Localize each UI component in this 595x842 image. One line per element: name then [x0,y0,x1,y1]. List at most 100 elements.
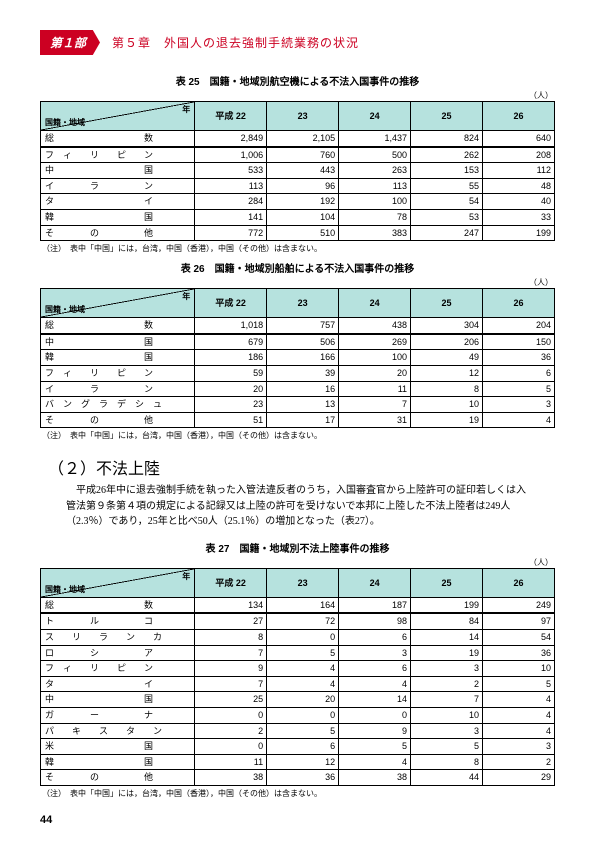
table-27-row-3-col-1: 5 [267,645,339,661]
table-27-row-5-col-3: 2 [411,676,483,692]
table-26-row-0-col-1: 757 [267,318,339,334]
table-26-row-3-col-0: 59 [195,365,267,381]
table-25-row-2-col-4: 112 [483,163,555,179]
table-26-row-6-col-3: 19 [411,412,483,428]
table-25-row-4-col-2: 100 [339,194,411,210]
table-26-row-0-label: 総 数 [41,318,195,334]
table-27-row-0-col-3: 199 [411,597,483,613]
table-27-row-9-label: 米 国 [41,739,195,755]
table-27-row-7-col-3: 10 [411,707,483,723]
table-25-row-4-col-4: 40 [483,194,555,210]
table-27-row-0-col-0: 134 [195,597,267,613]
table-25-row-4-col-3: 54 [411,194,483,210]
table-25-row-5-label: 韓 国 [41,209,195,225]
table-25-row-1-col-0: 1,006 [195,147,267,163]
table-27-row-6-col-1: 20 [267,692,339,708]
table-26-year-1: 23 [267,289,339,318]
table-25-row-3-col-0: 113 [195,178,267,194]
table-27-row-6-col-2: 14 [339,692,411,708]
table-27-row-8-col-4: 4 [483,723,555,739]
table-26-row-4-col-1: 16 [267,381,339,397]
table-25-note: （注） 表中「中国」には，台湾，中国（香港），中国（その他）は含まない。 [42,243,555,254]
table-25-row-2-col-3: 153 [411,163,483,179]
table-27-row-4-col-1: 4 [267,661,339,677]
table-26-row-4-label: イ ラ ン [41,381,195,397]
table-25-row-4-label: タ イ [41,194,195,210]
table-row: フ ィ リ ピ ン946310 [41,661,555,677]
table-26-row-5-label: バ ン グ ラ デ シ ュ [41,397,195,413]
table-26-row-2-col-1: 166 [267,350,339,366]
table-row: フ ィ リ ピ ン593920126 [41,365,555,381]
table-row: 総 数2,8492,1051,437824640 [41,131,555,147]
table-27-row-1-col-2: 98 [339,613,411,629]
table-row: ト ル コ2772988497 [41,613,555,629]
table-26-note: （注） 表中「中国」には，台湾，中国（香港），中国（その他）は含まない。 [42,430,555,441]
table-27-corner: 年国籍・地域 [41,568,195,597]
table-27-row-0-col-1: 164 [267,597,339,613]
table-26-row-5-col-2: 7 [339,397,411,413]
part-tab: 第１部 [40,30,100,55]
table-26-row-6-col-4: 4 [483,412,555,428]
table-26-row-6-col-0: 51 [195,412,267,428]
table-26-row-2-col-2: 100 [339,350,411,366]
table-row: タ イ2841921005440 [41,194,555,210]
table-27-row-0-col-4: 249 [483,597,555,613]
table-27-row-1-col-0: 27 [195,613,267,629]
section-heading: （２）不法上陸 [48,455,555,479]
table-27-year-2: 24 [339,568,411,597]
table-25-unit: （人） [40,90,555,101]
table-27-row-6-label: 中 国 [41,692,195,708]
table-27-row-5-col-0: 7 [195,676,267,692]
table-27-row-8-col-2: 9 [339,723,411,739]
table-25-row-2-col-0: 533 [195,163,267,179]
page-number: 44 [40,814,52,826]
table-27-row-9-col-2: 5 [339,739,411,755]
table-27-row-11-col-3: 44 [411,770,483,786]
table-25-row-6-col-3: 247 [411,225,483,241]
table-26-row-3-label: フ ィ リ ピ ン [41,365,195,381]
table-26-year-4: 26 [483,289,555,318]
table-25-year-4: 26 [483,102,555,131]
table-row: 米 国06553 [41,739,555,755]
table-25-year-2: 24 [339,102,411,131]
table-26-row-0-col-3: 304 [411,318,483,334]
table-27-year-0: 平成 22 [195,568,267,597]
table-25-row-0-col-4: 640 [483,131,555,147]
chapter-title: 第５章 外国人の退去強制手続業務の状況 [112,34,359,51]
table-25-row-1-col-1: 760 [267,147,339,163]
table-27-row-4-col-0: 9 [195,661,267,677]
table-27-row-2-col-3: 14 [411,630,483,646]
table-26-row-1-label: 中 国 [41,334,195,350]
table-row: そ の 他3836384429 [41,770,555,786]
table-25-row-3-col-1: 96 [267,178,339,194]
table-row: 中 国679506269206150 [41,334,555,350]
table-25-row-6-col-4: 199 [483,225,555,241]
table-26-row-2-label: 韓 国 [41,350,195,366]
page-header: 第１部 第５章 外国人の退去強制手続業務の状況 [40,30,555,55]
table-27-year-1: 23 [267,568,339,597]
table-25-row-3-col-2: 113 [339,178,411,194]
table-26-row-4-col-0: 20 [195,381,267,397]
table-26-row-0-col-4: 204 [483,318,555,334]
table-27-row-8-col-3: 3 [411,723,483,739]
table-row: 中 国25201474 [41,692,555,708]
table-27-row-11-col-2: 38 [339,770,411,786]
table-25-row-4-col-1: 192 [267,194,339,210]
table-25-row-5-col-0: 141 [195,209,267,225]
table-26-row-0-col-2: 438 [339,318,411,334]
table-25-row-0-col-1: 2,105 [267,131,339,147]
table-25-row-6-col-1: 510 [267,225,339,241]
table-26-row-3-col-4: 6 [483,365,555,381]
table-row: 中 国533443263153112 [41,163,555,179]
table-25-row-5-col-2: 78 [339,209,411,225]
table-row: 韓 国141104785333 [41,209,555,225]
table-row: ス リ ラ ン カ8061454 [41,630,555,646]
table-27-row-4-col-3: 3 [411,661,483,677]
table-25-row-1-col-3: 262 [411,147,483,163]
table-27-row-7-label: ガ ー ナ [41,707,195,723]
section-paragraph: 平成26年中に退去強制手続を執った入管法違反者のうち，入国審査官から上陸許可の証… [66,483,535,530]
table-27-row-5-label: タ イ [41,676,195,692]
table-26-year-0: 平成 22 [195,289,267,318]
table-25-row-1-label: フ ィ リ ピ ン [41,147,195,163]
table-27-row-9-col-4: 3 [483,739,555,755]
